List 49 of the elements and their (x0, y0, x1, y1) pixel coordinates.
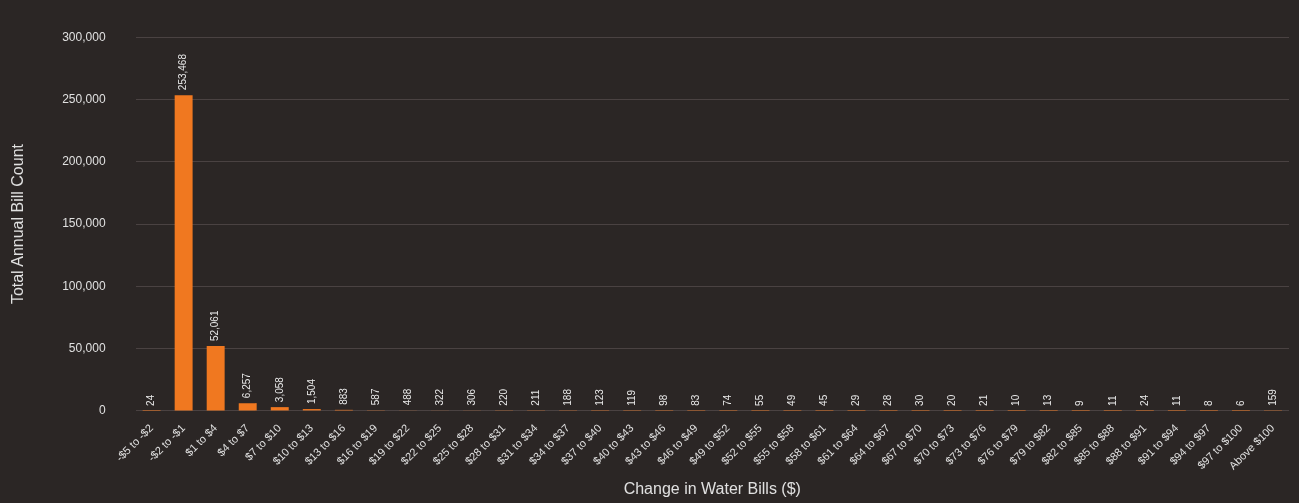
y-tick-label: 200,000 (62, 154, 106, 169)
bar (270, 407, 289, 411)
data-label: 3,058 (273, 376, 285, 403)
data-label: 24 (1138, 394, 1150, 406)
data-label: 11 (1170, 395, 1182, 406)
data-label: 52,061 (209, 310, 221, 342)
data-label: 28 (882, 394, 894, 406)
y-tick-label: 100,000 (62, 278, 106, 293)
data-label: 9 (1074, 399, 1086, 406)
y-tick-label: 150,000 (62, 216, 106, 231)
y-tick-label: 250,000 (62, 91, 106, 106)
y-tick-label: 300,000 (62, 29, 106, 44)
data-label: 159 (1266, 388, 1278, 406)
data-label: 49 (786, 394, 798, 406)
data-label: 211 (529, 389, 541, 406)
data-label: 55 (754, 394, 766, 406)
bar (206, 346, 225, 411)
data-label: 6 (1234, 399, 1246, 406)
x-axis-title: Change in Water Bills ($) (623, 479, 801, 497)
data-label: 20 (946, 394, 958, 406)
data-label: 253,468 (177, 53, 189, 91)
data-label: 306 (465, 388, 477, 406)
data-label: 6,257 (241, 372, 253, 399)
bar (174, 95, 193, 411)
data-label: 220 (497, 388, 509, 406)
data-label: 1,504 (305, 378, 317, 405)
y-axis-title: Total Annual Bill Count (9, 143, 27, 305)
data-label: 30 (914, 394, 926, 406)
data-label: 98 (657, 394, 669, 406)
data-label: 10 (1010, 394, 1022, 406)
y-tick-label: 50,000 (68, 340, 106, 355)
data-label: 587 (369, 388, 381, 406)
data-label: 119 (625, 389, 637, 406)
y-tick-label: 0 (98, 403, 106, 418)
data-label: 8 (1202, 399, 1214, 406)
data-label: 24 (145, 394, 157, 406)
data-label: 123 (593, 388, 605, 406)
data-label: 13 (1042, 394, 1054, 406)
data-label: 488 (401, 388, 413, 406)
data-label: 83 (690, 394, 702, 406)
data-label: 322 (433, 388, 445, 406)
data-label: 74 (722, 394, 734, 406)
data-label: 188 (561, 388, 573, 406)
bar (238, 403, 257, 411)
data-label: 29 (850, 394, 862, 406)
data-label: 45 (818, 394, 830, 406)
data-label: 883 (337, 387, 349, 405)
data-label: 21 (978, 394, 990, 406)
data-label: 11 (1106, 395, 1118, 406)
